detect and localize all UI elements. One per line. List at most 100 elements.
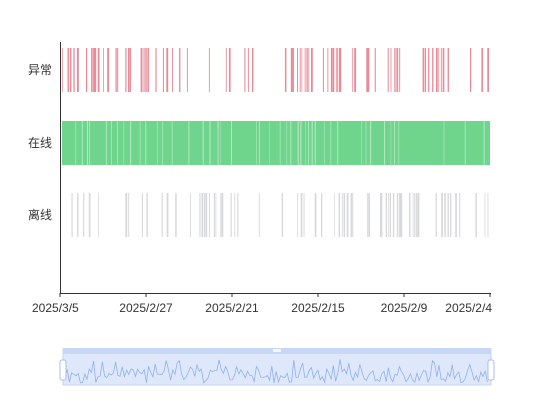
x-tick-label-0: 2025/3/5 xyxy=(32,301,79,315)
status-mark xyxy=(281,193,283,237)
gap-mark xyxy=(256,121,257,165)
status-mark xyxy=(437,48,439,92)
y-label-2: 离线 xyxy=(28,207,52,222)
status-mark xyxy=(367,193,369,237)
gap-mark xyxy=(105,121,107,165)
zoom-sparkline xyxy=(64,359,488,384)
status-mark xyxy=(412,193,414,237)
status-mark xyxy=(311,48,313,92)
status-mark xyxy=(237,193,239,237)
status-mark xyxy=(381,193,383,237)
status-mark xyxy=(229,48,231,92)
status-mark xyxy=(117,48,119,92)
gap-mark xyxy=(324,121,325,165)
gap-mark xyxy=(305,121,306,165)
status-mark xyxy=(140,48,143,92)
status-mark xyxy=(299,48,301,92)
status-mark xyxy=(374,48,376,92)
status-mark xyxy=(436,48,438,92)
status-mark xyxy=(388,193,390,237)
status-mark xyxy=(179,48,181,92)
status-mark xyxy=(244,48,246,92)
gap-mark xyxy=(81,121,83,165)
gap-mark xyxy=(157,121,158,165)
status-mark xyxy=(447,193,449,237)
x-tick-label-5: 2025/2/4 xyxy=(445,301,492,315)
status-mark xyxy=(69,48,72,92)
status-mark xyxy=(304,48,306,92)
band-2 xyxy=(71,193,489,237)
gap-mark xyxy=(145,121,147,165)
gap-mark xyxy=(365,121,367,165)
status-mark xyxy=(392,193,395,237)
status-mark xyxy=(484,193,486,237)
status-mark xyxy=(366,48,369,92)
status-mark xyxy=(220,193,222,237)
status-mark xyxy=(190,193,191,237)
status-mark xyxy=(481,48,483,92)
status-mark xyxy=(336,48,338,92)
status-mark xyxy=(321,193,323,237)
status-mark xyxy=(201,193,204,237)
status-mark xyxy=(343,193,346,237)
status-mark xyxy=(290,48,293,92)
status-mark xyxy=(459,193,461,237)
status-mark xyxy=(380,193,382,237)
status-mark xyxy=(340,48,342,92)
status-mark xyxy=(422,48,424,92)
gap-mark xyxy=(87,121,88,165)
status-mark xyxy=(146,193,148,237)
status-mark xyxy=(432,48,434,92)
status-mark xyxy=(225,48,227,92)
status-mark xyxy=(222,193,224,237)
status-mark xyxy=(204,193,206,237)
status-mark xyxy=(487,48,489,92)
status-bands xyxy=(62,48,490,237)
y-label-1: 在线 xyxy=(28,136,52,150)
status-mark xyxy=(128,48,130,92)
status-mark xyxy=(400,193,403,237)
status-mark xyxy=(442,48,445,92)
data-zoom-slider[interactable] xyxy=(59,348,495,386)
status-mark xyxy=(77,48,79,92)
gap-mark xyxy=(300,121,302,165)
zoom-window[interactable] xyxy=(62,348,492,386)
status-mark xyxy=(172,48,173,92)
status-mark xyxy=(341,193,343,237)
zoom-handle-left[interactable] xyxy=(59,359,67,381)
zoom-handle-right[interactable] xyxy=(487,359,495,381)
status-mark xyxy=(125,193,128,237)
zoom-grip-icon[interactable] xyxy=(273,349,281,352)
gap-mark xyxy=(464,121,466,165)
status-mark xyxy=(284,48,287,92)
gap-mark xyxy=(139,121,141,165)
status-mark xyxy=(161,193,163,237)
gap-mark xyxy=(202,121,204,165)
status-mark xyxy=(107,48,110,92)
gap-mark xyxy=(231,121,232,165)
status-mark xyxy=(258,193,260,237)
status-mark xyxy=(352,193,354,237)
gap-mark xyxy=(394,121,395,165)
status-mark xyxy=(145,48,147,92)
status-mark xyxy=(115,48,117,92)
status-mark xyxy=(367,48,370,92)
status-mark xyxy=(303,193,305,237)
band-fill xyxy=(62,121,490,165)
status-mark xyxy=(77,193,79,237)
status-mark xyxy=(385,193,388,237)
status-mark xyxy=(396,193,399,237)
gap-mark xyxy=(111,121,112,165)
x-axis-labels: 2025/3/5 2025/2/27 2025/2/21 2025/2/15 2025/… xyxy=(32,293,492,315)
status-mark xyxy=(414,193,416,237)
status-mark xyxy=(98,193,99,237)
band-0 xyxy=(62,48,489,92)
status-mark xyxy=(350,193,353,237)
gap-mark xyxy=(259,121,260,165)
band-1 xyxy=(62,121,490,165)
status-mark xyxy=(470,48,472,92)
status-mark xyxy=(333,48,335,92)
status-mark xyxy=(213,193,215,237)
status-mark xyxy=(88,193,91,237)
